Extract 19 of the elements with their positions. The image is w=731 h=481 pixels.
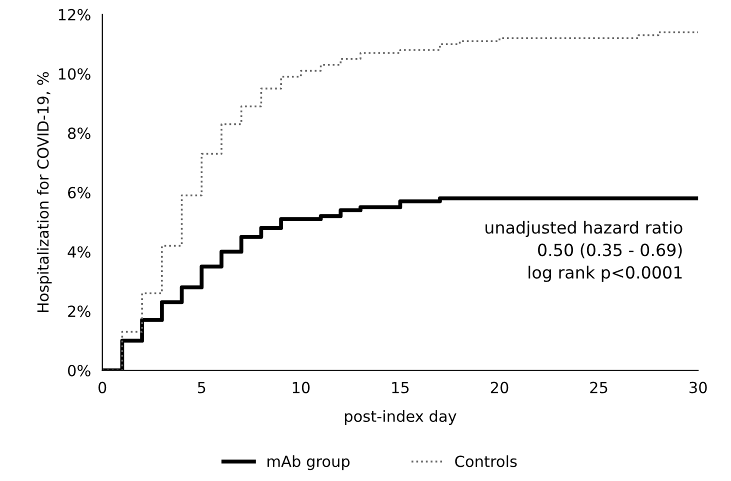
x-axis-title: post-index day <box>344 410 456 425</box>
x-tick-label: 20 <box>490 382 508 394</box>
y-tick-label: 10% <box>58 68 90 80</box>
x-tick-label: 10 <box>292 382 310 394</box>
y-tick-label: 4% <box>68 246 90 258</box>
x-tick-label: 30 <box>690 382 707 394</box>
y-tick-label: 0% <box>68 364 90 376</box>
legend-label: Controls <box>455 455 517 468</box>
y-tick-label: 8% <box>68 128 90 140</box>
y-axis-title: Hospitalization for COVID-19, % <box>36 72 52 312</box>
x-tick-label: 15 <box>392 382 409 394</box>
y-tick-label: 12% <box>58 8 90 20</box>
y-tick-label: 2% <box>68 306 90 318</box>
x-tick-label: 0 <box>98 382 106 394</box>
x-tick-label: 25 <box>590 382 608 394</box>
legend-label: mAb group <box>268 455 350 470</box>
y-tick-label: 6% <box>68 186 90 198</box>
x-tick-label: 5 <box>198 382 206 394</box>
annotation: unadjusted hazard ratio 0.50 (0.35 - 0.69) log rank p<0.0001 <box>486 220 682 282</box>
